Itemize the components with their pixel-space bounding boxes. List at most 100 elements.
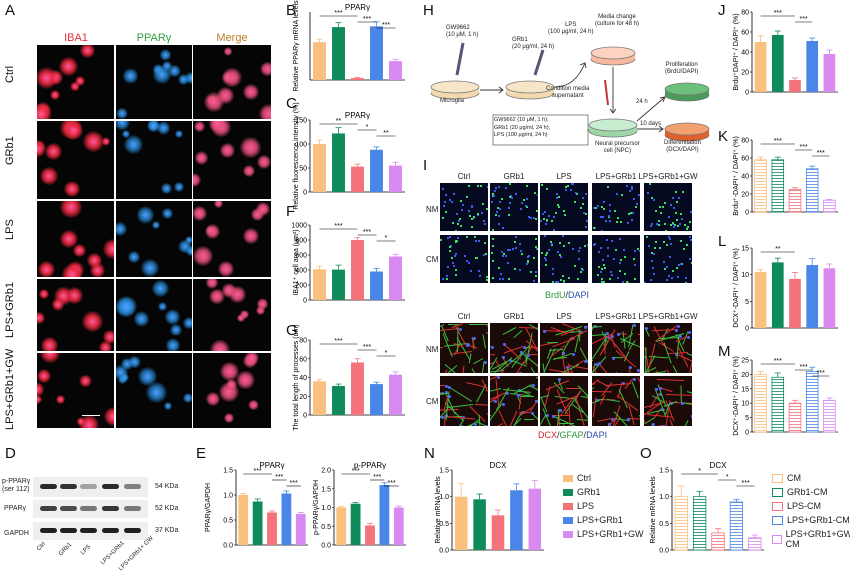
bar-lps-grb1	[510, 490, 523, 550]
legend-label: LPS-CM	[787, 501, 822, 511]
micrograph-grb1-iba1	[37, 121, 114, 199]
y-tick-label: 0	[303, 413, 307, 420]
y-tick-label: 100	[295, 142, 307, 149]
flow-arrows	[480, 62, 666, 133]
blot-band	[102, 484, 119, 489]
sig-label: ***	[800, 364, 808, 371]
panel-letter-n: N	[424, 445, 435, 462]
sig-label: ***	[817, 370, 825, 377]
sig-label: **	[383, 130, 389, 137]
y-tick-label: 1.0	[223, 493, 233, 500]
bar-lps-cm	[788, 189, 802, 213]
micrograph-i-dcx-3-1	[490, 376, 538, 426]
y-axis-label: Relative mRNA levels	[435, 476, 442, 544]
micrograph-lps-grb1-iba1	[37, 279, 114, 351]
bar-grb1	[332, 27, 345, 80]
y-tick-label: 0	[303, 190, 307, 197]
i-row-nm-top: NM	[426, 205, 439, 214]
micrograph-i-brdu-0-4	[644, 183, 692, 231]
bar-lps-grb1-gw	[389, 256, 402, 300]
panel-letter-k: K	[718, 128, 729, 145]
bar-lps-grb1-cm	[805, 371, 819, 433]
legend-o-item: LPS+GRb1-CM	[772, 515, 850, 525]
y-tick-label: 10	[741, 401, 749, 408]
y-tick-label: 10	[741, 272, 749, 279]
micrograph-lps-grb1-merge	[193, 279, 271, 351]
legend-n-item: Ctrl	[563, 473, 591, 483]
legend-label: LPS	[577, 501, 595, 511]
bar-lps-cm	[788, 402, 802, 433]
legend-label: LPS+GRb1	[577, 515, 623, 525]
legend-swatch	[563, 474, 573, 482]
micrograph-i-brdu-1-3	[592, 235, 640, 283]
i-row-nm-bot: NM	[426, 345, 439, 354]
bar-lps-grb1-gw	[389, 165, 402, 192]
legend-n-item: GRb1	[563, 487, 601, 497]
bar-lps-cm	[789, 80, 801, 92]
blot-band	[80, 484, 97, 489]
y-tick-label: 0.5	[223, 518, 233, 525]
pipette-icon	[533, 49, 545, 76]
legend-swatch	[563, 516, 573, 524]
y-tick-label: 80	[741, 10, 749, 17]
y-tick-label: 0.5	[321, 524, 331, 531]
y-tick-label: 0	[745, 430, 749, 437]
y-tick-label: 2.0	[321, 468, 331, 475]
i-row-cm-top: CM	[426, 255, 439, 264]
y-tick-label: 15	[741, 386, 749, 393]
legend-n-item: LPS+GRb1+GW	[563, 529, 644, 539]
legend-label: CM	[787, 473, 801, 483]
h-10days: 10 days	[640, 121, 662, 127]
band-label-ppar: PPARγ	[4, 505, 27, 512]
bar-grb1	[332, 269, 345, 300]
bar-lps-grb1	[370, 26, 383, 81]
h-npc: Neural precursor cell (NPC)	[595, 141, 640, 154]
sig-label: ***	[290, 480, 298, 487]
pipette-icon	[604, 79, 609, 106]
micrograph-i-dcx-2-4	[644, 323, 692, 373]
y-axis-label: PPARγ/GAPDH	[205, 483, 212, 532]
bar-grb1-cm	[771, 35, 784, 92]
micrograph-i-dcx-3-3	[592, 376, 640, 426]
micrograph-i-dcx-2-1	[490, 323, 538, 373]
y-axis-label: Brdu⁺-DAPI⁺ / DAPI⁺ (%)	[733, 136, 740, 216]
bar-lps	[351, 166, 364, 192]
blot-band	[124, 506, 141, 511]
chart-title: PPARγ	[345, 3, 370, 12]
bar-lps-grb1	[370, 271, 383, 300]
dish-proliferation	[664, 82, 710, 102]
h-proliferation: Proliferation (BrdU/DAPI)	[665, 62, 699, 75]
treatment-box	[492, 114, 589, 146]
y-tick-label: 5	[745, 299, 749, 306]
h-agonist: GW9662 (10 μM, 1 h)	[446, 25, 479, 38]
sig-label: **	[336, 118, 342, 125]
legend-swatch	[563, 488, 573, 496]
legend-swatch	[772, 473, 783, 483]
y-tick-label: 1.0	[439, 494, 449, 501]
bar-lps-cm	[789, 278, 801, 328]
band-label-gapdh: GAPDH	[4, 530, 29, 537]
panel-letter-j: J	[718, 2, 726, 19]
dcx-caption: DCX/GFAP/DAPI	[538, 430, 608, 440]
micrograph-i-brdu-1-2	[540, 235, 588, 283]
i-row-cm-bot: CM	[426, 397, 439, 406]
bar-lps-grb1-gw-cm	[823, 268, 836, 328]
y-tick-label: 0.0	[659, 548, 669, 555]
panel-letter-a: A	[5, 2, 16, 19]
legend-swatch	[772, 515, 783, 525]
chart-title: PPARγ	[345, 111, 370, 120]
y-tick-label: 1.5	[321, 486, 331, 493]
bar-lps-grb1-gw-cm	[823, 199, 836, 213]
bar-cm	[674, 496, 688, 551]
panel-letter-o: O	[640, 445, 652, 462]
panel-h-schematic	[430, 42, 710, 146]
micrograph-i-brdu-1-0	[440, 235, 488, 283]
y-axis-label: DCX⁺-DAPI⁺ / DAPI⁺ (%)	[733, 248, 740, 328]
sig-label: ***	[800, 144, 808, 151]
y-tick-label: 40	[741, 50, 749, 57]
bar-lps-grb1-gw	[389, 374, 402, 415]
y-tick-label: 1.5	[223, 468, 233, 475]
blot-band	[102, 528, 119, 533]
bar-lps-grb1-cm	[729, 501, 744, 551]
i-col-label-lps: LPS	[556, 172, 572, 181]
